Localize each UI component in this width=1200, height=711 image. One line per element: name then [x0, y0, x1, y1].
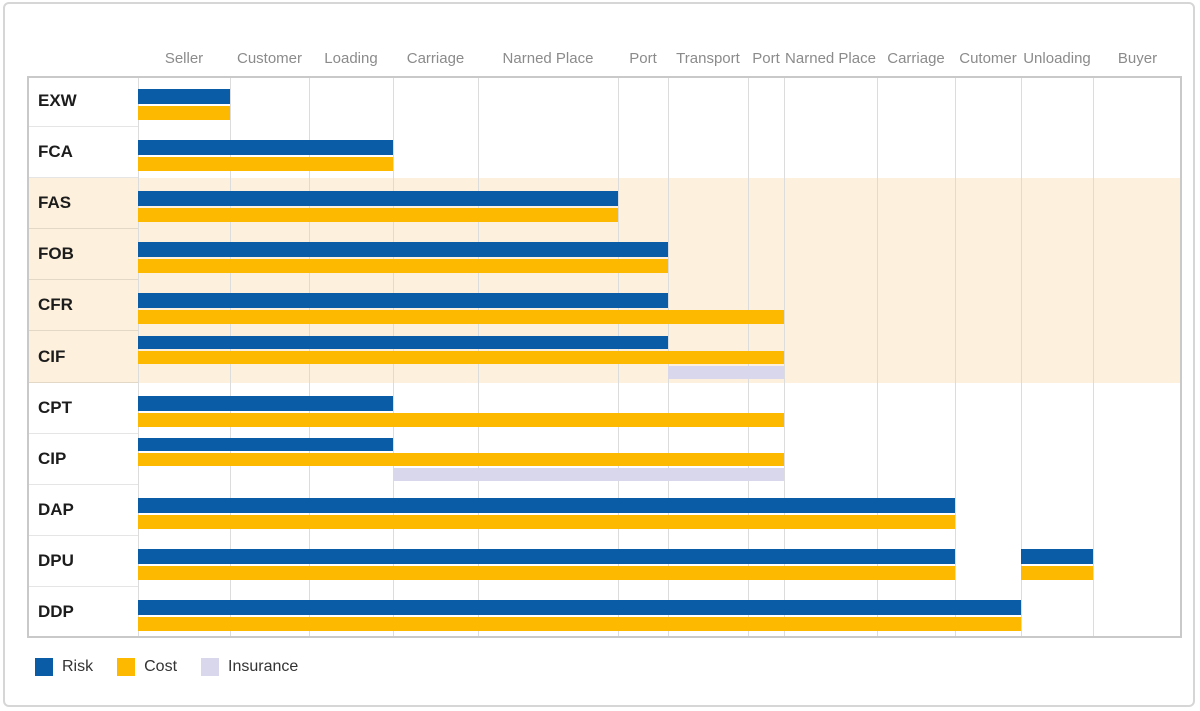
row-fas: FAS: [27, 178, 1182, 230]
risk-bar: [138, 89, 230, 104]
risk-bar: [138, 548, 955, 564]
insurance-bar: [393, 468, 784, 482]
column-header: Carriage: [406, 50, 465, 67]
legend-label: Insurance: [228, 658, 299, 675]
row-dpu: DPU: [27, 536, 1182, 587]
risk-bar: [138, 335, 668, 349]
row-fca: FCA: [27, 127, 1182, 179]
cost-bar: [138, 310, 784, 325]
row-cip: CIP: [27, 434, 1182, 485]
risk-bar: [138, 438, 393, 452]
legend-item-insurance: Insurance: [201, 658, 298, 676]
cost-bar: [138, 412, 784, 427]
column-header: Port: [752, 50, 780, 67]
legend-item-cost: Cost: [117, 658, 177, 676]
risk-bar: [138, 395, 393, 411]
rows-container: EXW FCA FAS FOB CFR CIF CPT CIP DAP DPU DDP: [27, 76, 1182, 638]
risk-bar: [138, 497, 955, 513]
risk-bar: [138, 293, 668, 309]
risk-bar: [138, 191, 618, 207]
cost-bar: [138, 106, 230, 120]
cost-bar: [138, 514, 955, 529]
bars-area: [138, 434, 1182, 485]
row-cpt: CPT: [27, 383, 1182, 434]
row-label: FCA: [27, 127, 138, 179]
column-header: Transport: [676, 50, 740, 67]
legend-label: Risk: [62, 658, 94, 675]
column-header: Customer: [236, 50, 303, 67]
row-dap: DAP: [27, 485, 1182, 536]
legend-item-risk: Risk: [35, 658, 93, 676]
bars-area: [138, 229, 1182, 280]
cost-bar: [138, 350, 784, 364]
bars-area: [138, 587, 1182, 638]
gridline: [877, 76, 878, 638]
column-header: Cutomer: [959, 50, 1017, 67]
bars-area: [138, 76, 1182, 127]
column-headers: Seller Customer Loading Carriage Narned Plac…: [138, 48, 1182, 70]
row-label: FOB: [27, 229, 138, 281]
bars-area: [138, 178, 1182, 229]
bars-area: [138, 331, 1182, 382]
gridline: [1021, 76, 1022, 638]
cost-bar: [138, 453, 784, 467]
risk-bar: [138, 599, 1021, 615]
row-fob: FOB: [27, 229, 1182, 281]
legend-swatch-insurance: [201, 658, 220, 676]
bars-area: [138, 485, 1182, 536]
row-ddp: DDP: [27, 587, 1182, 638]
risk-bar: [138, 140, 393, 156]
chart-card: Seller Customer Loading Carriage Narned Plac…: [3, 2, 1195, 707]
incoterms-table: EXW FCA FAS FOB CFR CIF CPT CIP DAP DPU DDP: [27, 76, 1182, 638]
cost-bar: [138, 259, 668, 274]
row-label: DAP: [27, 485, 138, 536]
bars-area: [138, 383, 1182, 434]
cost-bar: [138, 208, 618, 223]
row-cif: CIF: [27, 331, 1182, 383]
gridline: [955, 76, 956, 638]
row-label: CIF: [27, 331, 138, 383]
gridline: [784, 76, 785, 638]
column-header: Carriage: [887, 50, 945, 67]
bars-area: [138, 280, 1182, 331]
column-header: Loading: [324, 50, 378, 67]
risk-bar: [1021, 548, 1093, 564]
legend-label: Cost: [144, 658, 178, 675]
column-header: Narned Place: [502, 50, 594, 67]
row-exw: EXW: [27, 76, 1182, 128]
column-header: Buyer: [1117, 50, 1158, 67]
cost-bar: [138, 616, 1021, 631]
bars-area: [138, 127, 1182, 178]
risk-bar: [138, 242, 668, 258]
row-cfr: CFR: [27, 280, 1182, 332]
gridline: [1093, 76, 1094, 638]
row-label: CPT: [27, 383, 138, 434]
column-header: Seller: [164, 50, 204, 67]
insurance-bar: [668, 365, 784, 379]
row-label: EXW: [27, 76, 138, 128]
column-header: Unloading: [1023, 50, 1091, 67]
row-label: DDP: [38, 602, 74, 622]
cost-bar: [1021, 565, 1093, 580]
cost-bar: [138, 157, 393, 172]
column-header: Narned Place: [785, 50, 876, 67]
legend: Risk Cost Insurance: [35, 655, 298, 679]
row-label: FAS: [27, 178, 138, 230]
row-label: CFR: [27, 280, 138, 332]
legend-swatch-cost: [117, 658, 136, 676]
legend-swatch-risk: [35, 658, 53, 676]
row-label: CIP: [27, 434, 138, 485]
column-header: Port: [629, 50, 657, 67]
bars-area: [138, 536, 1182, 587]
cost-bar: [138, 565, 955, 580]
row-label: DPU: [27, 536, 138, 587]
